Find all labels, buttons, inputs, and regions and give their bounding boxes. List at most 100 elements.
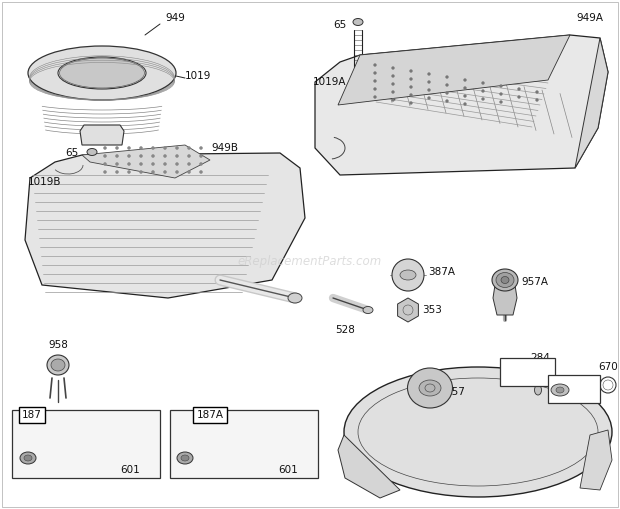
Ellipse shape (115, 155, 118, 157)
Polygon shape (80, 125, 124, 145)
Ellipse shape (392, 259, 424, 291)
Ellipse shape (58, 57, 146, 89)
Ellipse shape (419, 380, 441, 396)
Ellipse shape (373, 79, 376, 82)
Ellipse shape (464, 102, 466, 105)
Ellipse shape (151, 162, 154, 165)
Text: 670: 670 (598, 362, 618, 372)
Polygon shape (338, 435, 400, 498)
Text: 188: 188 (564, 385, 584, 395)
Ellipse shape (140, 162, 143, 165)
Ellipse shape (428, 97, 430, 99)
Text: 1019: 1019 (185, 71, 211, 81)
Ellipse shape (534, 385, 541, 395)
Ellipse shape (428, 80, 430, 83)
Ellipse shape (536, 99, 539, 101)
Ellipse shape (51, 359, 65, 371)
Text: eReplacementParts.com: eReplacementParts.com (238, 256, 382, 269)
Ellipse shape (391, 67, 394, 70)
Text: 284: 284 (530, 353, 550, 363)
Ellipse shape (115, 162, 118, 165)
Ellipse shape (104, 155, 107, 157)
Ellipse shape (407, 368, 453, 408)
Ellipse shape (428, 89, 430, 92)
Ellipse shape (373, 88, 376, 91)
Ellipse shape (428, 72, 430, 75)
Ellipse shape (500, 93, 502, 96)
Ellipse shape (373, 64, 376, 67)
Text: 949B: 949B (211, 143, 239, 153)
Ellipse shape (181, 455, 189, 461)
Ellipse shape (492, 269, 518, 291)
Ellipse shape (409, 101, 412, 104)
Ellipse shape (200, 155, 203, 157)
Ellipse shape (175, 162, 179, 165)
Ellipse shape (496, 272, 514, 288)
Polygon shape (315, 35, 608, 175)
Ellipse shape (534, 369, 542, 381)
Polygon shape (575, 38, 608, 168)
Ellipse shape (175, 171, 179, 174)
Ellipse shape (446, 99, 448, 102)
Ellipse shape (164, 162, 167, 165)
Ellipse shape (104, 171, 107, 174)
Ellipse shape (446, 75, 448, 78)
Ellipse shape (115, 147, 118, 150)
Ellipse shape (187, 171, 190, 174)
Ellipse shape (409, 77, 412, 80)
Ellipse shape (344, 367, 612, 497)
Ellipse shape (175, 155, 179, 157)
Ellipse shape (140, 171, 143, 174)
Ellipse shape (200, 171, 203, 174)
Polygon shape (82, 145, 210, 178)
Bar (500, 358, 555, 386)
Ellipse shape (391, 91, 394, 94)
Ellipse shape (164, 147, 167, 150)
Ellipse shape (187, 147, 190, 150)
Ellipse shape (409, 70, 412, 72)
Text: 957A: 957A (521, 277, 549, 287)
Ellipse shape (140, 147, 143, 150)
Ellipse shape (128, 155, 130, 157)
Ellipse shape (151, 147, 154, 150)
Text: 187: 187 (22, 410, 42, 420)
Ellipse shape (175, 147, 179, 150)
Text: 528: 528 (335, 325, 355, 335)
Ellipse shape (87, 149, 97, 156)
Ellipse shape (353, 18, 363, 25)
Ellipse shape (187, 155, 190, 157)
Ellipse shape (47, 355, 69, 375)
Ellipse shape (28, 46, 176, 100)
Text: 65: 65 (334, 20, 347, 30)
Ellipse shape (104, 147, 107, 150)
Text: 601: 601 (278, 465, 298, 475)
Ellipse shape (464, 78, 466, 81)
Ellipse shape (128, 162, 130, 165)
Ellipse shape (391, 82, 394, 86)
Ellipse shape (363, 306, 373, 314)
Bar (170, 410, 318, 478)
Ellipse shape (518, 88, 521, 91)
Text: 1019A: 1019A (313, 77, 347, 87)
Ellipse shape (551, 384, 569, 396)
Ellipse shape (501, 276, 509, 284)
Ellipse shape (482, 81, 484, 84)
Ellipse shape (446, 92, 448, 95)
Polygon shape (338, 35, 570, 105)
Ellipse shape (164, 171, 167, 174)
Ellipse shape (464, 95, 466, 98)
Ellipse shape (500, 84, 502, 88)
Ellipse shape (409, 94, 412, 97)
Ellipse shape (464, 87, 466, 90)
Text: 187A: 187A (197, 410, 223, 420)
Ellipse shape (115, 171, 118, 174)
Ellipse shape (140, 155, 143, 157)
Text: 958: 958 (48, 340, 68, 350)
Text: 949: 949 (165, 13, 185, 23)
Polygon shape (580, 430, 612, 490)
Ellipse shape (151, 155, 154, 157)
Ellipse shape (373, 71, 376, 74)
Ellipse shape (391, 74, 394, 77)
Ellipse shape (556, 387, 564, 393)
Ellipse shape (200, 147, 203, 150)
